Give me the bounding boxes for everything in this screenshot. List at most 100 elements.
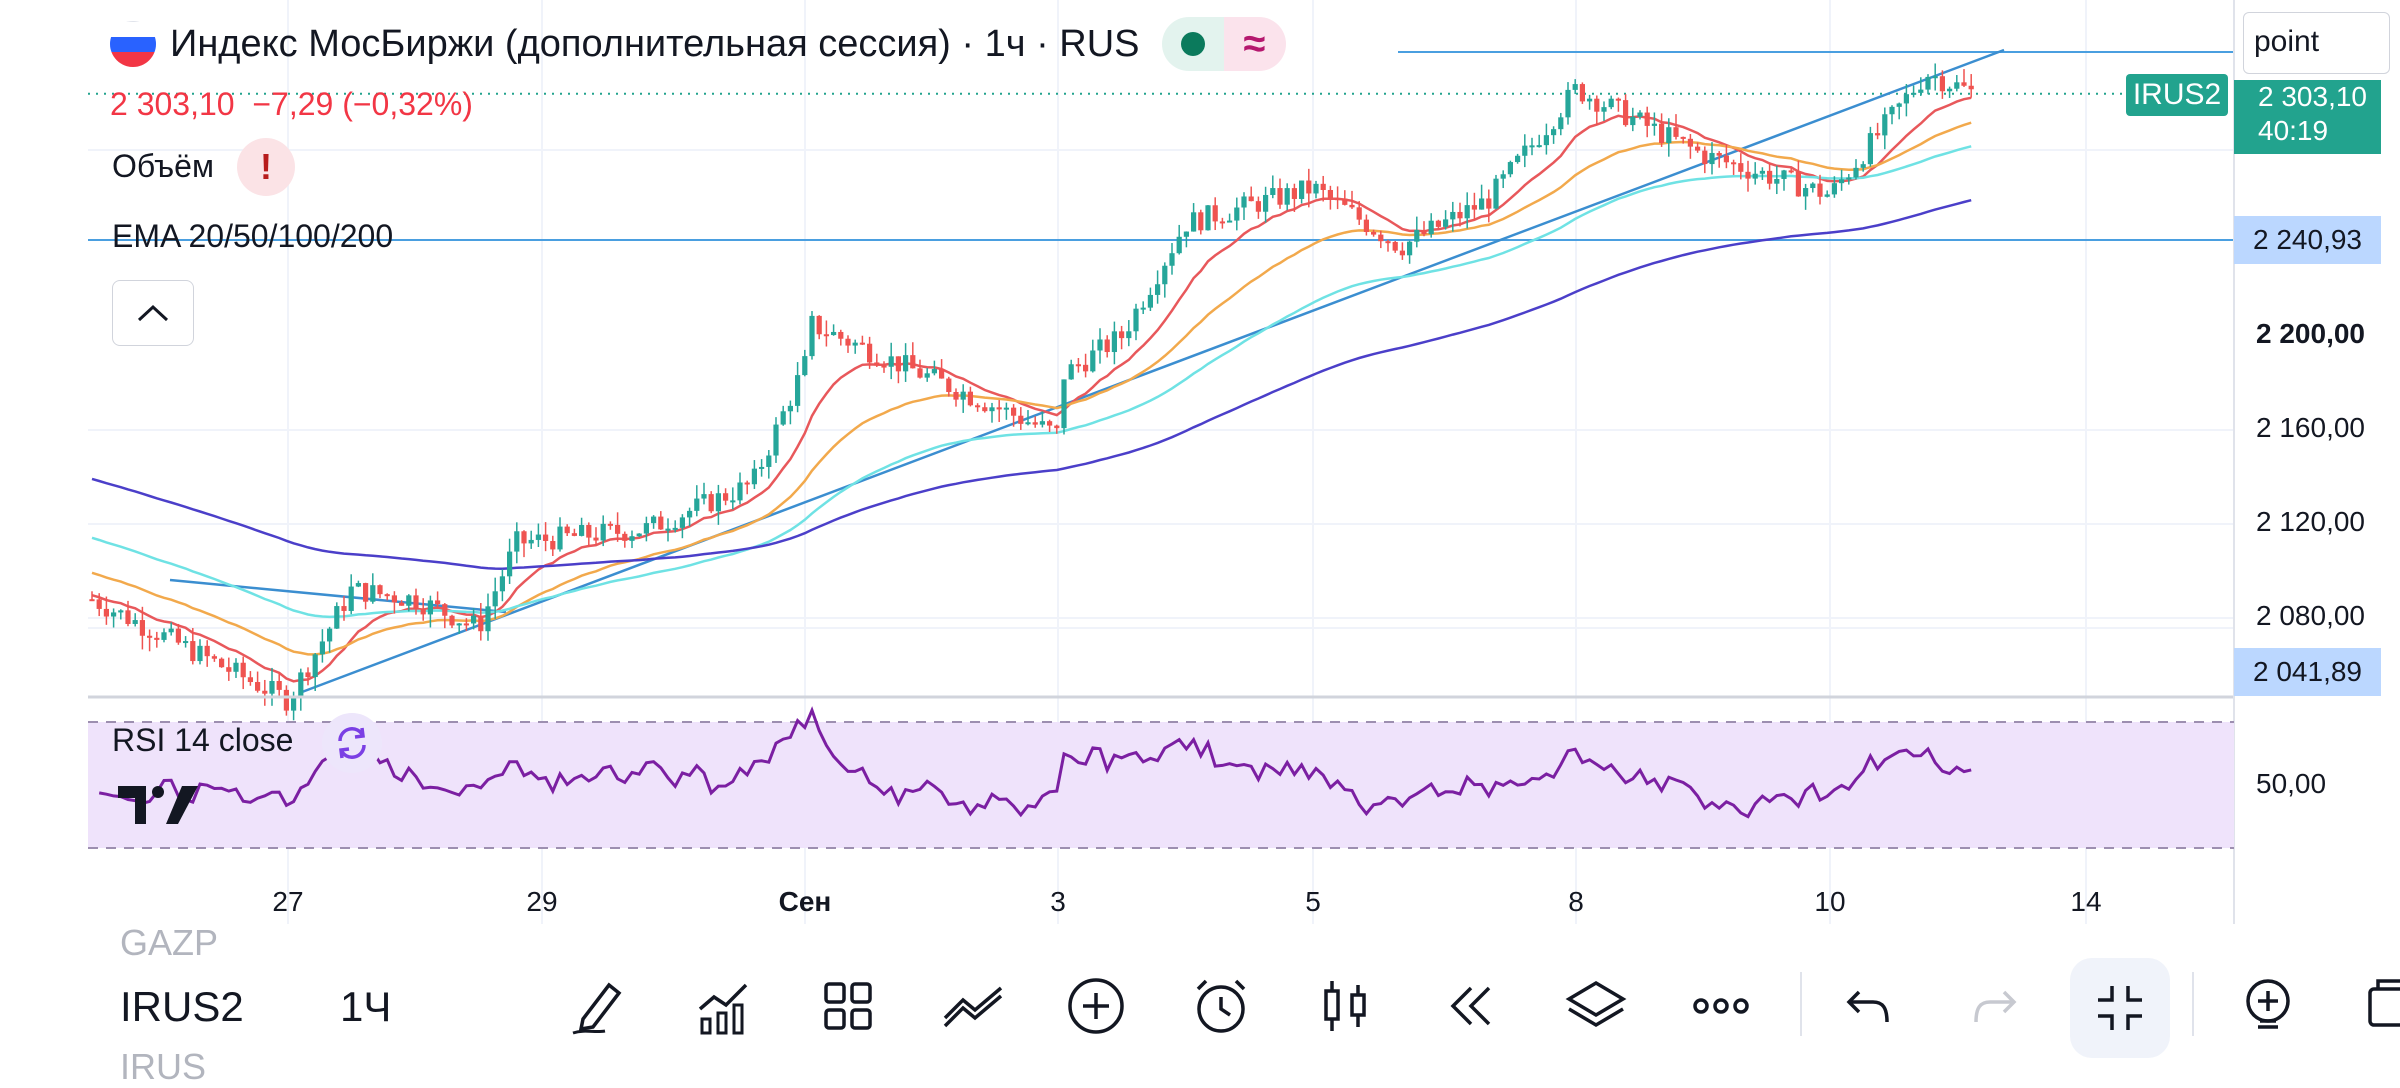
volume-legend[interactable]: Объём [112, 148, 214, 184]
candle-body [125, 610, 131, 624]
candle-body [600, 523, 606, 541]
candle-body [1507, 162, 1513, 175]
symbol-title[interactable]: Индекс МосБиржи (дополнительная сессия) … [170, 22, 1140, 65]
collapse-legend-button[interactable] [112, 280, 194, 346]
horizontal-lines[interactable] [88, 51, 2234, 241]
candle-body [1018, 415, 1024, 424]
candle-body [564, 526, 570, 534]
candle-body [1255, 201, 1261, 212]
candle-body [895, 356, 901, 372]
candle-body [334, 606, 340, 629]
add-button[interactable] [1058, 968, 1134, 1044]
layout-button[interactable] [810, 968, 886, 1044]
candle-body [679, 517, 685, 528]
candle-body [247, 677, 253, 683]
candle-body [1263, 194, 1269, 212]
symbol-next[interactable]: IRUS [120, 1046, 207, 1087]
candle-body [694, 498, 700, 511]
grid-layout-icon [824, 982, 872, 1030]
chevron-up-icon [137, 304, 169, 322]
compare-button[interactable] [935, 968, 1011, 1044]
tradingview-logo[interactable] [116, 782, 200, 833]
candle-body [744, 482, 750, 485]
window-button[interactable] [2340, 968, 2400, 1044]
more-dots-icon [1693, 998, 1749, 1014]
candle-body [442, 604, 448, 616]
candle-body [391, 595, 397, 603]
ema-50-line [91, 121, 1972, 656]
candle-body [730, 500, 736, 503]
candle-body [1385, 241, 1391, 244]
undo-icon [1846, 990, 1889, 1023]
candle-body [154, 637, 160, 640]
candle-body [1356, 207, 1362, 220]
candle-body [931, 369, 937, 374]
ema-legend[interactable]: EMA 20/50/100/200 [112, 218, 394, 254]
alarm-clock-icon [1196, 979, 1246, 1033]
candle-body [1723, 155, 1729, 163]
chart-canvas[interactable] [0, 0, 2400, 930]
chart-type-button[interactable] [1308, 968, 1384, 1044]
candle-body [1155, 284, 1161, 295]
interval-button[interactable]: 1Ч [340, 983, 392, 1030]
more-button[interactable] [1683, 968, 1759, 1044]
price-scale-label: 2 080,00 [2256, 600, 2365, 631]
candle-body [1205, 205, 1211, 231]
undo-button[interactable] [1830, 968, 1906, 1044]
candle-body [1363, 219, 1369, 232]
draw-button[interactable] [562, 968, 638, 1044]
candle-body [1025, 422, 1031, 425]
candle-body [845, 338, 851, 346]
candle-body [478, 615, 484, 632]
legend-header: Индекс МосБиржи (дополнительная сессия) … [110, 17, 1286, 71]
symbol-current[interactable]: IRUS2 [120, 983, 244, 1030]
volume-alert-icon[interactable]: ! [237, 138, 295, 196]
exit-fullscreen-button[interactable] [2070, 958, 2170, 1058]
hline-label-lower[interactable]: 2 041,89 [2234, 648, 2381, 696]
candle-body [1680, 136, 1686, 139]
candle-body [1198, 212, 1204, 231]
candle-body [1342, 198, 1348, 205]
indicators-button[interactable] [687, 968, 763, 1044]
candle-body [1961, 82, 1967, 86]
layers-icon [1565, 980, 1627, 1028]
candle-body [1227, 220, 1233, 223]
candle-body [1594, 98, 1600, 112]
candle-body [183, 641, 189, 644]
candle-body [348, 586, 354, 611]
candle-body [1162, 265, 1168, 285]
candle-body [370, 585, 376, 602]
symbol-prev[interactable]: GAZP [120, 922, 219, 963]
ideas-button[interactable] [2230, 968, 2306, 1044]
time-axis-label: Сен [778, 886, 832, 917]
candle-body [888, 356, 894, 367]
redo-button[interactable] [1957, 968, 2033, 1044]
candle-body [1443, 219, 1449, 227]
time-axis-label: 14 [2070, 886, 2102, 917]
candle-body [1212, 205, 1218, 222]
trend-lines[interactable] [169, 48, 2005, 694]
market-status[interactable]: ≈ [1161, 17, 1286, 71]
layers-button[interactable] [1558, 968, 1634, 1044]
hline-label-upper[interactable]: 2 240,93 [2234, 216, 2381, 264]
candle-body [1291, 188, 1297, 199]
candle-body [1371, 231, 1377, 235]
candle-body [1133, 308, 1139, 332]
redo-icon [1974, 990, 2017, 1023]
candle-body [1500, 174, 1506, 179]
search-input[interactable]: point [2243, 12, 2390, 74]
candle-body [1767, 170, 1773, 184]
candle-body [737, 482, 743, 501]
candle-body [838, 331, 844, 339]
candle-body [1810, 183, 1816, 189]
rsi-refresh-button[interactable] [322, 713, 382, 773]
candle-body [1493, 178, 1499, 209]
candle-body [327, 628, 333, 642]
replay-button[interactable] [1433, 968, 1509, 1044]
candle-body [1054, 425, 1060, 429]
alert-button[interactable] [1183, 968, 1259, 1044]
candle-body [715, 493, 721, 512]
rsi-legend[interactable]: RSI 14 close [112, 722, 294, 758]
candle-body [593, 537, 599, 541]
candle-body [701, 494, 707, 499]
